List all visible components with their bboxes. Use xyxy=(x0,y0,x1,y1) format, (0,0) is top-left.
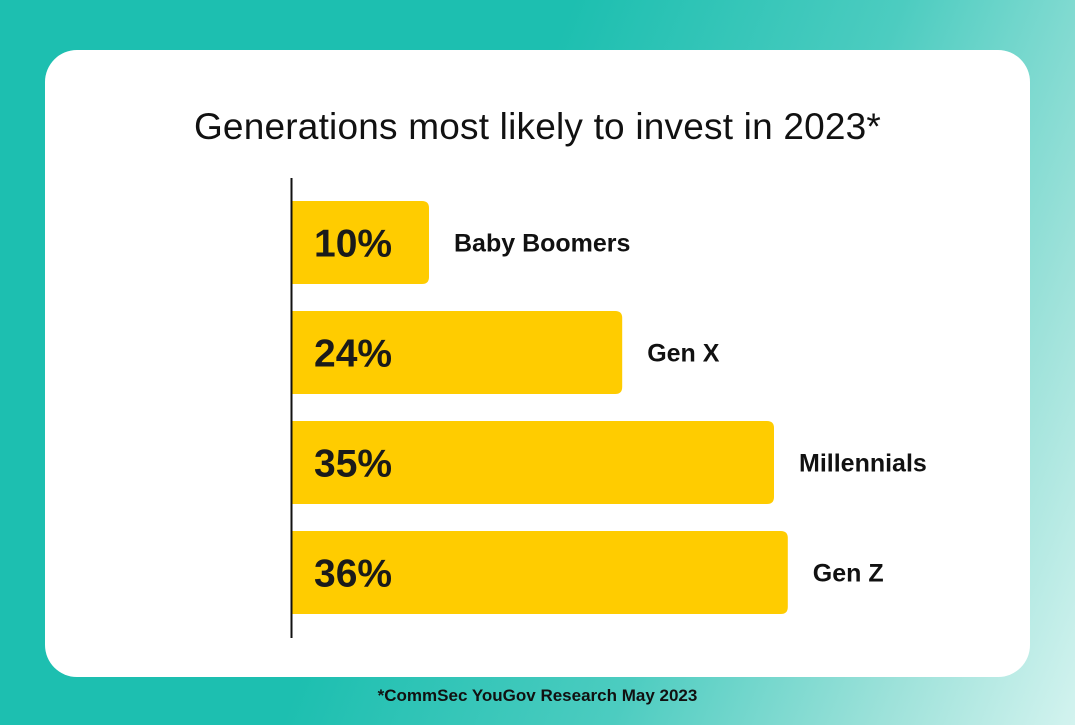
bar-group-gen-z: 36% Gen Z xyxy=(291,531,884,614)
bars-layer: 10% Baby Boomers 24% Gen X 35% Millennials 36%… xyxy=(291,201,927,614)
data-label-gen-z: 36% xyxy=(314,553,392,596)
bar-group-millennials: 35% Millennials xyxy=(291,421,927,504)
category-label-millennials: Millennials xyxy=(799,450,927,478)
bar-group-gen-x: 24% Gen X xyxy=(291,311,720,394)
chart-title: Generations most likely to invest in 202… xyxy=(193,106,882,147)
bar-group-baby-boomers: 10% Baby Boomers xyxy=(291,201,630,284)
source-footnote: *CommSec YouGov Research May 2023 xyxy=(377,686,698,705)
category-label-baby-boomers: Baby Boomers xyxy=(454,230,630,258)
bar-gen-z xyxy=(291,531,788,614)
category-label-gen-x: Gen X xyxy=(647,340,720,368)
category-label-gen-z: Gen Z xyxy=(813,560,884,588)
bar-millennials xyxy=(291,421,774,504)
bar-baby-boomers xyxy=(291,201,429,284)
data-label-millennials: 35% xyxy=(314,443,392,486)
data-label-baby-boomers: 10% xyxy=(314,223,392,266)
bar-gen-x xyxy=(291,311,623,394)
data-label-gen-x: 24% xyxy=(314,333,392,376)
